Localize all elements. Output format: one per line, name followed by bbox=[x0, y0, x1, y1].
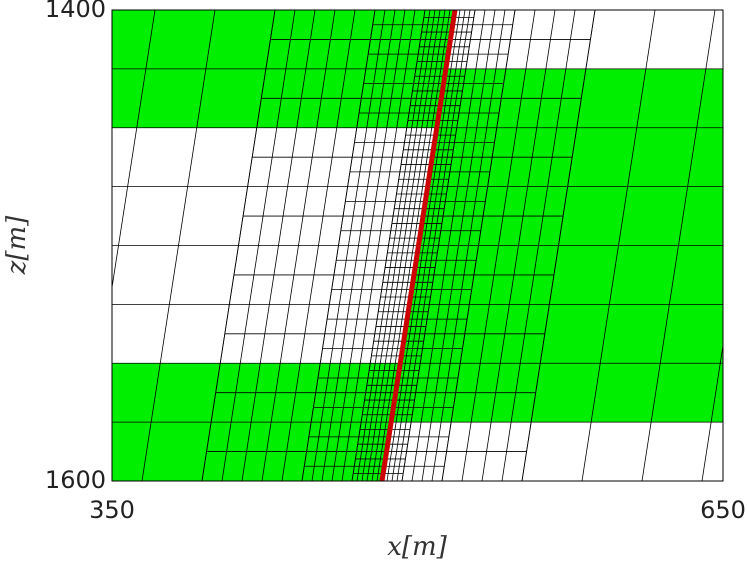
x-axis-label: x[m] bbox=[387, 532, 447, 562]
y-axis-label: z[m] bbox=[2, 215, 32, 275]
mesh-line bbox=[701, 342, 723, 481]
mesh-line bbox=[22, 10, 95, 481]
fault bbox=[379, 10, 458, 481]
y-tick-label: 1600 bbox=[45, 466, 106, 494]
y-tick-label: 1400 bbox=[45, 0, 106, 23]
plot-frame bbox=[111, 9, 724, 482]
mesh bbox=[22, 10, 723, 481]
x-tick-label: 350 bbox=[89, 496, 135, 524]
x-tick-label: 650 bbox=[700, 496, 746, 524]
